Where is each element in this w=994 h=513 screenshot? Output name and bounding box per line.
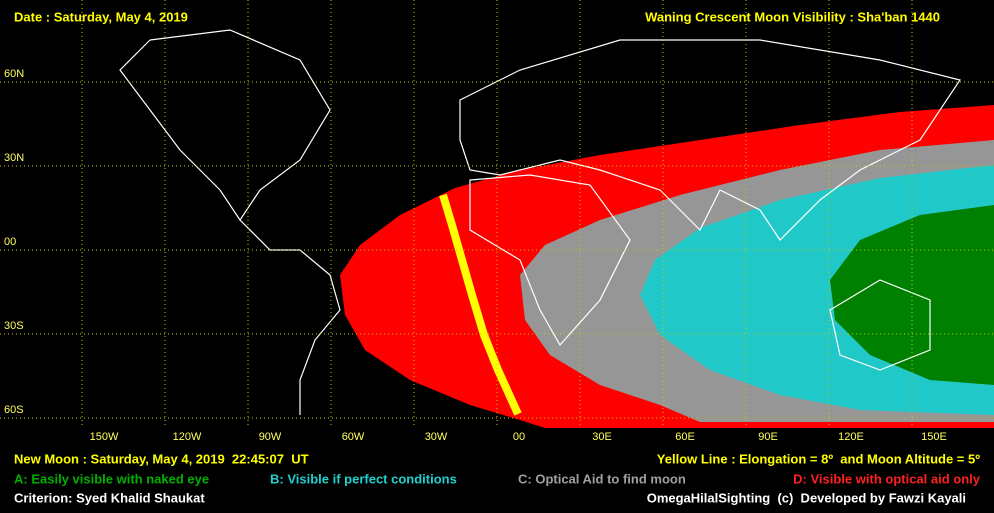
yellow-line (439, 193, 522, 416)
longitude-label: 60E (675, 431, 695, 443)
latitude-label: 30S (4, 320, 24, 332)
longitude-label: 90E (758, 431, 778, 443)
longitude-label: 30E (592, 431, 612, 443)
longitude-label: 30W (425, 431, 448, 443)
longitude-label: 150W (90, 431, 119, 443)
longitude-label: 60W (342, 431, 365, 443)
yellow-line-note: Yellow Line : Elongation = 8º and Moon A… (657, 451, 980, 466)
title: Waning Crescent Moon Visibility : Sha'ba… (645, 9, 940, 24)
longitude-label: 150E (921, 431, 947, 443)
longitude-label: 90W (259, 431, 282, 443)
latitude-label: 60S (4, 404, 24, 416)
longitude-label: 00 (513, 431, 525, 443)
latitude-label: 60N (4, 68, 24, 80)
new-moon: New Moon : Saturday, May 4, 2019 22:45:0… (14, 451, 309, 466)
latitude-label: 00 (4, 236, 16, 248)
legend-c: C: Optical Aid to find moon (518, 471, 686, 486)
coastlines (119, 29, 961, 415)
credit: OmegaHilalSighting (c) Developed by Fawz… (647, 490, 966, 505)
grid: 60N 30N 00 30S 60S 150W 120W 90W 60W 30W 00 30E 60E 9… (0, 0, 994, 443)
longitude-label: 120E (838, 431, 864, 443)
latitude-label: 30N (4, 152, 24, 164)
criterion: Criterion: Syed Khalid Shaukat (14, 490, 205, 505)
legend-d: D: Visible with optical aid only (793, 471, 981, 486)
zone-a-green (830, 205, 994, 385)
legend-b: B: Visible if perfect conditions (270, 471, 457, 486)
legend-a: A: Easily visible with naked eye (14, 471, 209, 486)
longitude-label: 120W (173, 431, 202, 443)
date: Date : Saturday, May 4, 2019 (14, 9, 188, 24)
